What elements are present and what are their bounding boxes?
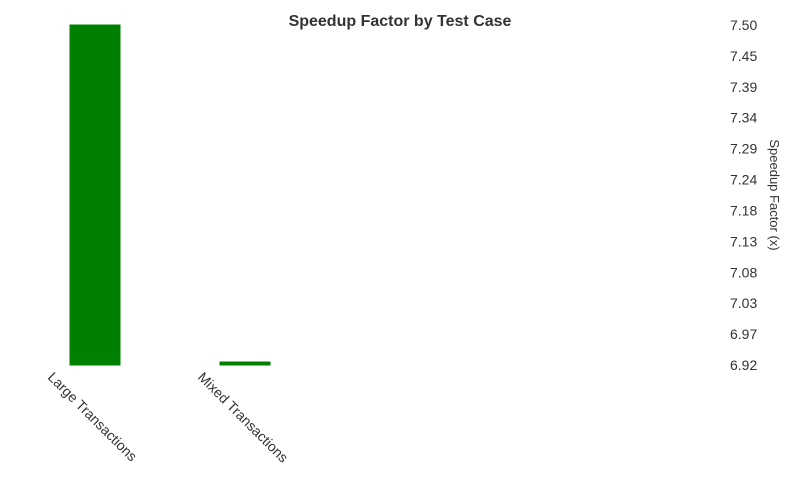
y-tick-label-10: 6.97 — [730, 326, 757, 342]
chart-title: Speedup Factor by Test Case — [289, 13, 512, 30]
x-tick-label-0: Large Transactions — [45, 369, 141, 465]
y-tick-label-8: 7.08 — [730, 264, 757, 280]
y-tick-label-3: 7.34 — [730, 110, 757, 126]
y-tick-label-7: 7.13 — [730, 233, 757, 249]
y-tick-label-1: 7.45 — [730, 48, 757, 64]
y-tick-label-9: 7.03 — [730, 295, 757, 311]
bar-0 — [69, 24, 121, 366]
y-tick-labels: 7.50 7.45 7.39 7.34 7.29 7.24 7.18 7.13 7.08 7.03… — [730, 17, 757, 373]
y-tick-label-4: 7.29 — [730, 141, 757, 157]
y-tick-label-11: 6.92 — [730, 357, 757, 373]
bars-group — [69, 24, 271, 366]
y-tick-label-2: 7.39 — [730, 79, 757, 95]
x-tick-labels: Large Transactions Mixed Transactions — [45, 369, 292, 466]
x-tick-label-1: Mixed Transactions — [195, 369, 292, 466]
y-tick-label-6: 7.18 — [730, 202, 757, 218]
bar-1 — [219, 361, 271, 366]
y-axis-title: Speedup Factor (x) — [767, 139, 782, 250]
y-tick-label-5: 7.24 — [730, 172, 757, 188]
y-tick-label-0: 7.50 — [730, 17, 757, 33]
